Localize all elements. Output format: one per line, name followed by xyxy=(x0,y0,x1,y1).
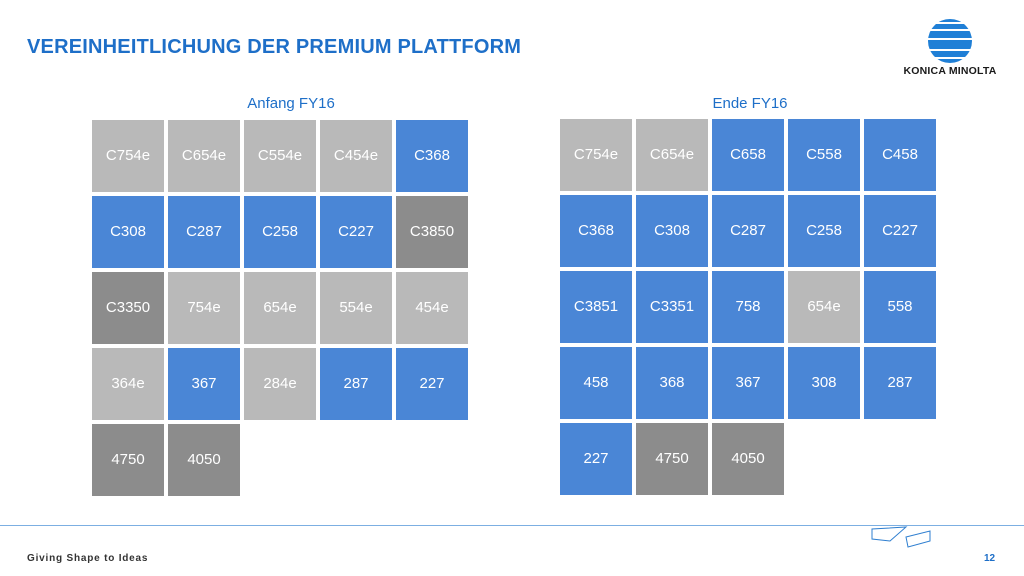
model-tile: C554e xyxy=(244,120,316,192)
model-tile: 654e xyxy=(788,271,860,343)
model-tile: C3351 xyxy=(636,271,708,343)
model-tile: C308 xyxy=(636,195,708,267)
model-tile: C287 xyxy=(168,196,240,268)
model-label: C554e xyxy=(257,146,303,164)
model-tile: 227 xyxy=(560,423,632,495)
model-label: C3851 xyxy=(573,297,619,315)
model-label: 4050 xyxy=(187,450,221,468)
model-label: 758 xyxy=(735,297,761,315)
model-tile: 4050 xyxy=(712,423,784,495)
model-label: C754e xyxy=(105,146,151,164)
model-tile: 4050 xyxy=(168,424,240,496)
model-tile: 368 xyxy=(636,347,708,419)
model-tile: 367 xyxy=(168,348,240,420)
model-label: C308 xyxy=(110,222,146,240)
model-tile: C287 xyxy=(712,195,784,267)
model-label: 754e xyxy=(187,298,221,316)
model-label: C558 xyxy=(806,145,842,163)
model-tile: 754e xyxy=(168,272,240,344)
model-label: 4750 xyxy=(111,450,145,468)
model-label: C3850 xyxy=(409,222,455,240)
model-label: C227 xyxy=(882,221,918,239)
model-label: C227 xyxy=(338,222,374,240)
model-tile: C258 xyxy=(244,196,316,268)
page-number: 12 xyxy=(984,553,996,564)
footer-decoration xyxy=(0,525,1024,548)
model-tile: 758 xyxy=(712,271,784,343)
model-label: C258 xyxy=(262,222,298,240)
model-label: 287 xyxy=(887,373,913,391)
model-tile: 367 xyxy=(712,347,784,419)
model-label: 227 xyxy=(583,449,609,467)
model-label: 554e xyxy=(339,298,373,316)
model-label: 654e xyxy=(263,298,297,316)
model-tile: C368 xyxy=(396,120,468,192)
model-tile: 454e xyxy=(396,272,468,344)
model-label: C368 xyxy=(414,146,450,164)
model-label: 364e xyxy=(111,374,145,392)
model-tile: 308 xyxy=(788,347,860,419)
model-label: 558 xyxy=(887,297,913,315)
model-label: C654e xyxy=(649,145,695,163)
footer-slogan: Giving Shape to Ideas xyxy=(27,553,149,564)
model-tile: 4750 xyxy=(92,424,164,496)
model-tile: C658 xyxy=(712,119,784,191)
model-tile: 654e xyxy=(244,272,316,344)
model-tile: C227 xyxy=(320,196,392,268)
model-tile: 284e xyxy=(244,348,316,420)
model-label: C454e xyxy=(333,146,379,164)
model-label: 4050 xyxy=(731,449,765,467)
model-tile: C3851 xyxy=(560,271,632,343)
model-tile: C454e xyxy=(320,120,392,192)
model-label: C258 xyxy=(806,221,842,239)
model-label: C287 xyxy=(730,221,766,239)
model-tile: C654e xyxy=(168,120,240,192)
model-label: 454e xyxy=(415,298,449,316)
model-label: C654e xyxy=(181,146,227,164)
model-label: 367 xyxy=(191,374,217,392)
model-label: C458 xyxy=(882,145,918,163)
section-heading-left: Anfang FY16 xyxy=(247,95,335,112)
model-tile: C368 xyxy=(560,195,632,267)
model-label: C658 xyxy=(730,145,766,163)
model-tile: C3850 xyxy=(396,196,468,268)
model-tile: 4750 xyxy=(636,423,708,495)
model-tile: C754e xyxy=(92,120,164,192)
model-tile: C3350 xyxy=(92,272,164,344)
model-label: C3351 xyxy=(649,297,695,315)
section-heading-right: Ende FY16 xyxy=(712,95,788,112)
model-tile: 364e xyxy=(92,348,164,420)
model-label: C3350 xyxy=(105,298,151,316)
model-label: 287 xyxy=(343,374,369,392)
model-tile: 227 xyxy=(396,348,468,420)
model-tile: C558 xyxy=(788,119,860,191)
model-tile: C458 xyxy=(864,119,936,191)
model-label: C754e xyxy=(573,145,619,163)
model-tile: 287 xyxy=(320,348,392,420)
model-tile: 287 xyxy=(864,347,936,419)
slide-title: VEREINHEITLICHUNG DER PREMIUM PLATTFORM xyxy=(27,36,522,58)
model-label: 458 xyxy=(583,373,609,391)
model-tile: C654e xyxy=(636,119,708,191)
globe-icon xyxy=(928,19,972,63)
logo-text: KONICA MINOLTA xyxy=(903,65,997,77)
model-label: C308 xyxy=(654,221,690,239)
model-label: 654e xyxy=(807,297,841,315)
model-tile: 558 xyxy=(864,271,936,343)
model-label: C287 xyxy=(186,222,222,240)
model-tile: C754e xyxy=(560,119,632,191)
model-label: 284e xyxy=(263,374,297,392)
model-label: C368 xyxy=(578,221,614,239)
model-label: 227 xyxy=(419,374,445,392)
model-tile: 554e xyxy=(320,272,392,344)
model-label: 367 xyxy=(735,373,761,391)
model-label: 368 xyxy=(659,373,685,391)
model-tile: C308 xyxy=(92,196,164,268)
model-label: 308 xyxy=(811,373,837,391)
model-tile: 458 xyxy=(560,347,632,419)
konica-minolta-logo: KONICA MINOLTA xyxy=(894,18,1006,80)
model-tile: C258 xyxy=(788,195,860,267)
model-tile: C227 xyxy=(864,195,936,267)
model-label: 4750 xyxy=(655,449,689,467)
